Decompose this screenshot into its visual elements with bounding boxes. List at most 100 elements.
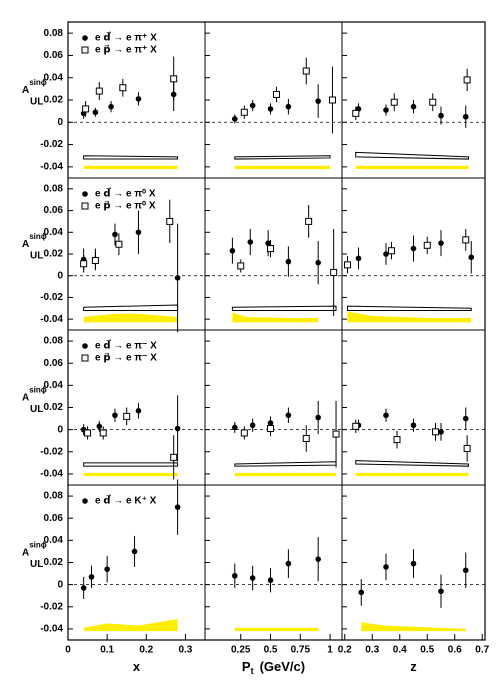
legend-label: e d⃗ → e π⁻ X <box>95 339 157 352</box>
legend-label: e p⃗ → e π⁻ X <box>95 353 157 364</box>
sys-band <box>83 313 178 323</box>
point <box>429 98 437 106</box>
x-label-unit: (GeV/c) <box>260 659 306 674</box>
point <box>267 245 275 253</box>
legend-marker <box>82 191 88 197</box>
point <box>265 240 271 246</box>
point <box>247 239 254 245</box>
point <box>423 241 431 249</box>
x-tick-label: 0.5 <box>264 645 278 656</box>
sys-band <box>83 165 178 170</box>
legend-label: e d⃗ → e K⁺ X <box>95 494 157 507</box>
x-tick-label: 0 <box>65 645 71 656</box>
sys-outline <box>355 151 469 160</box>
sys-outline <box>355 460 469 467</box>
legend-label: e p⃗ → e π⁺ X <box>95 45 157 56</box>
point <box>119 84 127 92</box>
point <box>358 589 365 596</box>
y-label-sup: sinϕ <box>29 386 47 395</box>
y-tick-label: 0.08 <box>44 28 64 39</box>
sys-band <box>355 165 469 170</box>
y-label-main: A <box>22 239 29 250</box>
sys-band <box>355 472 469 477</box>
point <box>174 275 181 281</box>
y-tick-label: 0.02 <box>44 557 64 568</box>
y-tick-label: 0.08 <box>44 183 64 194</box>
point <box>240 429 248 437</box>
y-tick-label: 0.02 <box>44 249 64 260</box>
point <box>82 105 90 113</box>
point <box>463 76 471 84</box>
point <box>410 560 417 567</box>
sys-band <box>83 472 178 477</box>
point <box>229 247 236 254</box>
y-label-main: A <box>22 547 29 558</box>
point <box>104 566 110 572</box>
legend-marker <box>82 343 88 349</box>
point <box>80 260 88 268</box>
x-tick-label: 0.75 <box>291 645 311 656</box>
y-label-main: A <box>22 392 29 403</box>
point <box>285 412 292 419</box>
y-tick-label: -0.02 <box>40 292 63 303</box>
sys-band <box>361 622 466 632</box>
point <box>468 254 475 261</box>
point <box>463 444 471 452</box>
point <box>240 108 248 116</box>
legend-marker <box>82 35 88 41</box>
point <box>383 564 389 570</box>
point <box>344 261 351 269</box>
frame <box>67 21 486 641</box>
point <box>174 425 181 432</box>
point <box>92 109 99 116</box>
point <box>315 556 321 562</box>
x-label-main: P <box>242 659 251 674</box>
x-tick-label: 0.25 <box>231 645 251 656</box>
point <box>267 425 275 433</box>
point <box>462 236 470 244</box>
legend-label: e d⃗ → e π⁺ X <box>95 31 157 44</box>
y-tick-label: 0 <box>57 270 63 281</box>
x-tick-label: 0.2 <box>139 645 153 656</box>
y-tick-label: 0 <box>57 117 63 128</box>
legend-marker <box>81 202 89 210</box>
y-label-sup: sinϕ <box>29 541 47 550</box>
x-axis-label: x <box>133 659 141 674</box>
x-tick-label: 0.1 <box>100 645 114 656</box>
x-tick-label: 0.5 <box>420 645 434 656</box>
x-tick-label: 0.4 <box>393 645 407 656</box>
x-tick-label: 0.3 <box>365 645 379 656</box>
y-tick-label: 0.06 <box>44 513 64 524</box>
y-tick-label: 0.08 <box>44 336 64 347</box>
legend-label: e p⃗ → e π⁰ X <box>95 201 156 212</box>
y-tick-label: -0.04 <box>40 469 63 480</box>
point <box>108 103 114 110</box>
sys-outline <box>234 461 337 467</box>
point <box>383 412 389 419</box>
y-tick-label: -0.04 <box>40 624 63 635</box>
point <box>410 422 417 429</box>
point <box>80 585 87 591</box>
point <box>390 98 398 106</box>
y-tick-label: 0.04 <box>44 72 64 83</box>
y-axis-label: Asinϕ <box>22 78 47 96</box>
point <box>302 435 310 442</box>
y-tick-label: 0.02 <box>44 402 64 413</box>
point <box>96 423 103 430</box>
legend-marker <box>81 354 89 362</box>
sys-outline <box>234 155 331 160</box>
point <box>462 567 469 574</box>
point <box>315 259 321 266</box>
point <box>438 240 444 246</box>
y-tick-label: -0.02 <box>40 601 63 612</box>
sys-band <box>234 627 319 632</box>
x-axis-label: z <box>410 659 417 674</box>
point <box>135 96 142 102</box>
legend-marker <box>81 46 89 54</box>
sys-band <box>234 472 337 477</box>
x-label-main: x <box>133 659 141 674</box>
x-tick-label: 1 <box>327 645 333 656</box>
x-tick-label: 0.3 <box>178 645 192 656</box>
point <box>267 577 274 584</box>
